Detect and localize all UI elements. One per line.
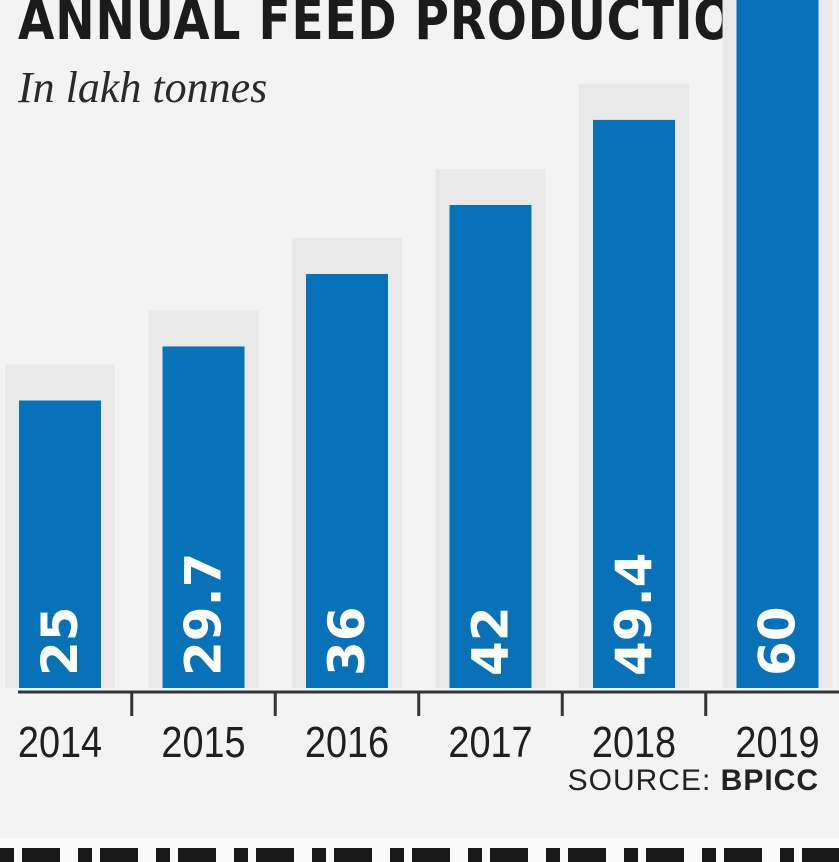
x-tick-label: 2016 — [305, 717, 389, 766]
bar — [162, 346, 245, 688]
bar-value-label: 29.7 — [175, 553, 233, 676]
bar-value-label: 42 — [462, 606, 520, 676]
cropped-article-text — [0, 848, 839, 862]
chart-subtitle: In lakh tonnes — [18, 63, 268, 112]
bar-value-label: 60 — [749, 606, 807, 676]
x-tick-label: 2019 — [735, 717, 819, 766]
x-tick-label: 2017 — [448, 717, 532, 766]
bar-value-label: 49.4 — [605, 553, 663, 676]
bar — [593, 119, 675, 688]
bar — [736, 0, 819, 688]
bar — [449, 205, 532, 688]
source-label: SOURCE: — [567, 764, 712, 797]
x-tick-label: 2018 — [592, 717, 676, 766]
bar — [306, 274, 388, 688]
x-tick-label: 2014 — [18, 717, 102, 766]
source-credit: SOURCE: BPICC — [568, 764, 819, 798]
bar-value-label: 36 — [318, 606, 376, 676]
x-tick-label: 2015 — [161, 717, 245, 766]
source-name: BPICC — [720, 764, 819, 797]
bar-value-label: 25 — [31, 606, 89, 676]
chart-title: ANNUAL FEED PRODUCTION — [18, 0, 775, 53]
bar — [19, 400, 101, 688]
bar-chart: 25 2014 29.7 2015 36 2016 42 2017 49.4 2018 60 2019 — [17, 0, 839, 767]
